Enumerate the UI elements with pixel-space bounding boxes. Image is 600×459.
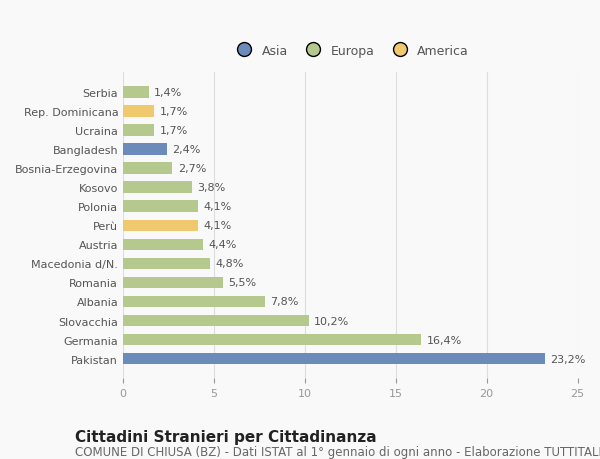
Bar [123, 353, 545, 364]
Text: 1,7%: 1,7% [160, 106, 188, 117]
Bar [123, 258, 211, 269]
Text: 10,2%: 10,2% [314, 316, 349, 326]
Bar [123, 315, 308, 326]
Text: COMUNE DI CHIUSA (BZ) - Dati ISTAT al 1° gennaio di ogni anno - Elaborazione TUT: COMUNE DI CHIUSA (BZ) - Dati ISTAT al 1°… [75, 445, 600, 458]
Bar [123, 125, 154, 136]
Bar [123, 106, 154, 118]
Bar [123, 144, 167, 156]
Bar [123, 87, 149, 98]
Bar [123, 163, 172, 174]
Text: 23,2%: 23,2% [550, 354, 586, 364]
Text: 4,1%: 4,1% [203, 221, 232, 231]
Text: 16,4%: 16,4% [427, 335, 462, 345]
Bar [123, 296, 265, 308]
Bar [123, 239, 203, 251]
Text: Cittadini Stranieri per Cittadinanza: Cittadini Stranieri per Cittadinanza [75, 429, 377, 444]
Bar [123, 277, 223, 289]
Text: 4,4%: 4,4% [209, 240, 237, 250]
Legend: Asia, Europa, America: Asia, Europa, America [227, 39, 474, 62]
Text: 7,8%: 7,8% [271, 297, 299, 307]
Text: 2,4%: 2,4% [172, 145, 200, 155]
Bar [123, 182, 192, 193]
Text: 1,7%: 1,7% [160, 126, 188, 136]
Bar [123, 201, 197, 213]
Bar [123, 220, 197, 231]
Text: 4,8%: 4,8% [216, 259, 244, 269]
Text: 2,7%: 2,7% [178, 164, 206, 174]
Text: 1,4%: 1,4% [154, 88, 182, 98]
Text: 4,1%: 4,1% [203, 202, 232, 212]
Bar [123, 334, 421, 346]
Text: 5,5%: 5,5% [229, 278, 257, 288]
Text: 3,8%: 3,8% [197, 183, 226, 193]
